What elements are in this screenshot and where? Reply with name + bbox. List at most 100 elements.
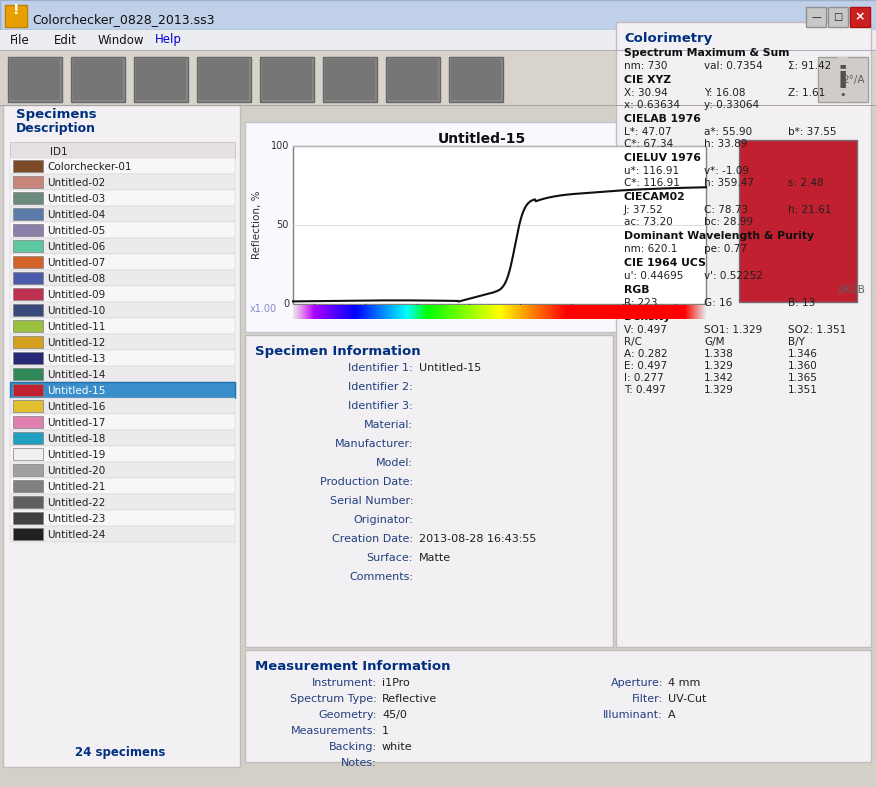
- Bar: [13, 448, 43, 460]
- Text: Y: 16.08: Y: 16.08: [704, 88, 745, 98]
- Bar: [10, 430, 235, 446]
- Bar: [0, 50, 876, 51]
- Text: Untitled-15: Untitled-15: [419, 363, 481, 373]
- Bar: [449, 57, 503, 102]
- Bar: [13, 240, 43, 252]
- Text: Untitled-07: Untitled-07: [47, 258, 105, 268]
- Text: E: 0.497: E: 0.497: [624, 361, 668, 371]
- Text: CIECAM02: CIECAM02: [624, 192, 686, 202]
- Bar: [0, 30, 876, 50]
- Text: Untitled-21: Untitled-21: [47, 482, 105, 492]
- Text: Untitled-14: Untitled-14: [47, 370, 105, 380]
- Text: 1.329: 1.329: [704, 385, 734, 395]
- Text: Untitled-06: Untitled-06: [47, 242, 105, 252]
- Bar: [8, 57, 62, 102]
- Text: L*: 47.07: L*: 47.07: [624, 127, 672, 137]
- Bar: [323, 57, 377, 102]
- Text: Specimens: Specimens: [16, 108, 96, 121]
- Text: Filter:: Filter:: [632, 694, 663, 704]
- Text: A: A: [668, 710, 675, 720]
- Text: 650: 650: [562, 306, 581, 316]
- Text: SO2: 1.351: SO2: 1.351: [788, 325, 846, 335]
- Bar: [245, 650, 871, 762]
- Text: I: 0.277: I: 0.277: [624, 373, 664, 383]
- Bar: [10, 318, 235, 334]
- Text: nm: 730: nm: 730: [624, 61, 668, 71]
- Text: Untitled-15: Untitled-15: [438, 132, 526, 146]
- Text: 1.351: 1.351: [788, 385, 818, 395]
- Text: UV-Cut: UV-Cut: [668, 694, 706, 704]
- Text: ID1: ID1: [50, 147, 67, 157]
- Bar: [386, 57, 440, 102]
- Text: G/M: G/M: [704, 337, 724, 347]
- Text: Serial Number:: Serial Number:: [329, 496, 413, 506]
- Text: Untitled-09: Untitled-09: [47, 290, 105, 300]
- Text: Specimen Information: Specimen Information: [255, 345, 420, 358]
- Bar: [13, 512, 43, 524]
- Text: Notes:: Notes:: [342, 758, 377, 768]
- Bar: [10, 206, 235, 222]
- Bar: [73, 59, 123, 100]
- Bar: [10, 190, 235, 206]
- Bar: [13, 304, 43, 316]
- Text: 24 specimens: 24 specimens: [74, 746, 166, 759]
- Text: v*: -1.09: v*: -1.09: [704, 166, 749, 176]
- Bar: [13, 192, 43, 204]
- Text: Σ: 91.42: Σ: 91.42: [788, 61, 831, 71]
- Text: SO1: 1.329: SO1: 1.329: [704, 325, 762, 335]
- Text: 2°/A: 2°/A: [843, 75, 865, 85]
- Bar: [325, 59, 375, 100]
- Bar: [13, 384, 43, 396]
- Text: 4 mm: 4 mm: [668, 678, 701, 688]
- Text: Reflective: Reflective: [382, 694, 437, 704]
- Text: Instrument:: Instrument:: [312, 678, 377, 688]
- Text: h: 359.47: h: 359.47: [704, 178, 754, 188]
- Text: Untitled-23: Untitled-23: [47, 514, 105, 524]
- Text: 1.365: 1.365: [788, 373, 818, 383]
- Text: a*: 55.90: a*: 55.90: [704, 127, 752, 137]
- Bar: [293, 146, 706, 304]
- Bar: [13, 352, 43, 364]
- Text: B: 13: B: 13: [788, 298, 816, 308]
- Bar: [10, 366, 235, 382]
- Text: Untitled-24: Untitled-24: [47, 530, 105, 540]
- Bar: [71, 57, 125, 102]
- Bar: [13, 528, 43, 540]
- Text: Untitled-18: Untitled-18: [47, 434, 105, 444]
- Bar: [13, 272, 43, 284]
- Text: B/Y: B/Y: [788, 337, 805, 347]
- Bar: [13, 496, 43, 508]
- Bar: [13, 416, 43, 428]
- Text: Untitled-05: Untitled-05: [47, 226, 105, 236]
- Text: —: —: [811, 12, 821, 22]
- Bar: [10, 446, 235, 462]
- Text: Spectrum Maximum & Sum: Spectrum Maximum & Sum: [624, 48, 789, 58]
- Text: 0: 0: [283, 299, 289, 309]
- Text: Z: 1.61: Z: 1.61: [788, 88, 825, 98]
- Text: u*: 116.91: u*: 116.91: [624, 166, 679, 176]
- Bar: [850, 7, 870, 27]
- Bar: [10, 254, 235, 270]
- Text: white: white: [382, 742, 413, 752]
- Text: v': 0.52252: v': 0.52252: [704, 271, 763, 281]
- Bar: [10, 142, 235, 158]
- Text: Untitled-22: Untitled-22: [47, 498, 105, 508]
- Text: i1Pro: i1Pro: [382, 678, 410, 688]
- Text: Identifier 2:: Identifier 2:: [349, 382, 413, 392]
- Bar: [3, 105, 240, 767]
- Text: !: !: [13, 3, 19, 17]
- Text: h: 21.61: h: 21.61: [788, 205, 831, 215]
- Bar: [262, 59, 312, 100]
- Bar: [0, 105, 876, 106]
- Text: File: File: [10, 34, 30, 46]
- Text: C*: 67.34: C*: 67.34: [624, 139, 674, 149]
- Bar: [13, 336, 43, 348]
- Text: Untitled-02: Untitled-02: [47, 178, 105, 188]
- Text: 450: 450: [356, 306, 375, 316]
- Text: J: 37.52: J: 37.52: [624, 205, 664, 215]
- Text: x1.00: x1.00: [250, 304, 277, 314]
- Text: b*: 37.55: b*: 37.55: [788, 127, 837, 137]
- Text: Untitled-12: Untitled-12: [47, 338, 105, 348]
- Text: 550: 550: [459, 306, 477, 316]
- Text: Creation Date:: Creation Date:: [332, 534, 413, 544]
